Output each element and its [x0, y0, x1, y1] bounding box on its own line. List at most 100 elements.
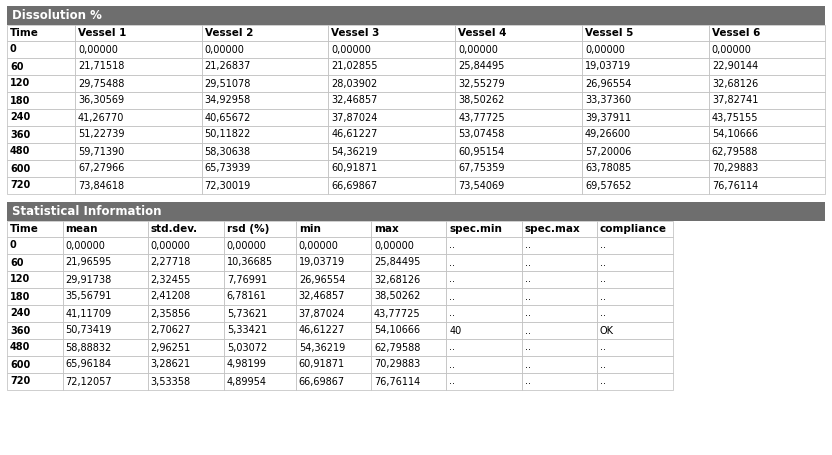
Bar — [597, 237, 673, 254]
Bar — [371, 339, 446, 356]
Bar — [62, 339, 148, 356]
Bar — [371, 373, 446, 390]
Text: ..: .. — [449, 258, 455, 268]
Bar — [75, 25, 201, 41]
Text: 5,33421: 5,33421 — [227, 325, 267, 335]
Text: ..: .. — [449, 241, 455, 251]
Bar — [295, 339, 371, 356]
Bar — [582, 177, 709, 194]
Bar — [582, 126, 709, 143]
Bar — [455, 177, 582, 194]
Bar — [709, 58, 825, 75]
Bar — [582, 58, 709, 75]
Bar — [295, 305, 371, 322]
Text: 37,87024: 37,87024 — [331, 112, 378, 122]
Text: 21,02855: 21,02855 — [331, 61, 378, 71]
Text: 60,95154: 60,95154 — [458, 147, 504, 157]
Text: 34,92958: 34,92958 — [205, 96, 251, 106]
Text: 60: 60 — [10, 258, 23, 268]
Text: 53,07458: 53,07458 — [458, 130, 505, 140]
Text: 0,00000: 0,00000 — [151, 241, 191, 251]
Bar — [295, 221, 371, 237]
Bar — [148, 271, 224, 288]
Text: 0,00000: 0,00000 — [374, 241, 414, 251]
Text: 37,87024: 37,87024 — [299, 308, 345, 318]
Bar — [709, 25, 825, 41]
Bar — [709, 75, 825, 92]
Bar — [7, 271, 62, 288]
Text: Vessel 5: Vessel 5 — [585, 28, 633, 38]
Text: 0: 0 — [10, 45, 17, 55]
Text: 69,57652: 69,57652 — [585, 181, 631, 191]
Bar — [7, 109, 75, 126]
Text: ..: .. — [449, 292, 455, 302]
Bar — [7, 237, 62, 254]
Text: 240: 240 — [10, 112, 30, 122]
Text: 60,91871: 60,91871 — [331, 163, 378, 173]
Text: 73,84618: 73,84618 — [78, 181, 124, 191]
Text: 25,84495: 25,84495 — [374, 258, 420, 268]
Bar — [75, 75, 201, 92]
Bar — [455, 92, 582, 109]
Text: ..: .. — [524, 359, 531, 369]
Bar — [62, 221, 148, 237]
Bar — [522, 322, 597, 339]
Bar — [329, 109, 455, 126]
Text: ..: .. — [600, 292, 606, 302]
Bar — [7, 177, 75, 194]
Text: 67,27966: 67,27966 — [78, 163, 124, 173]
Text: 35,56791: 35,56791 — [66, 292, 112, 302]
Bar — [62, 305, 148, 322]
Text: 66,69867: 66,69867 — [299, 376, 345, 386]
Bar — [224, 339, 295, 356]
Text: 720: 720 — [10, 376, 30, 386]
Text: Vessel 6: Vessel 6 — [712, 28, 760, 38]
Bar — [62, 237, 148, 254]
Bar — [446, 373, 522, 390]
Bar — [7, 254, 62, 271]
Text: 120: 120 — [10, 79, 30, 89]
Bar — [597, 221, 673, 237]
Bar — [522, 356, 597, 373]
Bar — [224, 356, 295, 373]
Text: 0,00000: 0,00000 — [66, 241, 106, 251]
Text: 480: 480 — [10, 343, 31, 353]
Bar — [329, 143, 455, 160]
Text: 2,27718: 2,27718 — [151, 258, 191, 268]
Bar — [446, 322, 522, 339]
Bar — [7, 322, 62, 339]
Bar — [224, 305, 295, 322]
Text: 6,78161: 6,78161 — [227, 292, 267, 302]
Bar — [522, 221, 597, 237]
Bar — [371, 305, 446, 322]
Bar — [709, 92, 825, 109]
Bar — [446, 356, 522, 373]
Text: 43,77725: 43,77725 — [458, 112, 505, 122]
Bar — [7, 126, 75, 143]
Text: 72,30019: 72,30019 — [205, 181, 251, 191]
Bar — [582, 25, 709, 41]
Text: 240: 240 — [10, 308, 30, 318]
Bar — [329, 58, 455, 75]
Bar — [709, 177, 825, 194]
Bar — [329, 25, 455, 41]
Text: Vessel 4: Vessel 4 — [458, 28, 507, 38]
Text: 49,26600: 49,26600 — [585, 130, 631, 140]
Bar — [446, 305, 522, 322]
Text: ..: .. — [600, 376, 606, 386]
Bar — [582, 92, 709, 109]
Bar — [371, 271, 446, 288]
Text: OK: OK — [600, 325, 614, 335]
Text: spec.max: spec.max — [524, 224, 580, 234]
Text: 41,26770: 41,26770 — [78, 112, 124, 122]
Bar — [62, 254, 148, 271]
Text: 60,91871: 60,91871 — [299, 359, 345, 369]
Bar — [597, 254, 673, 271]
Bar — [75, 177, 201, 194]
Text: compliance: compliance — [600, 224, 666, 234]
Bar — [329, 126, 455, 143]
Bar — [148, 339, 224, 356]
Text: 0,00000: 0,00000 — [585, 45, 625, 55]
Text: 2,32455: 2,32455 — [151, 274, 191, 284]
Bar — [709, 41, 825, 58]
